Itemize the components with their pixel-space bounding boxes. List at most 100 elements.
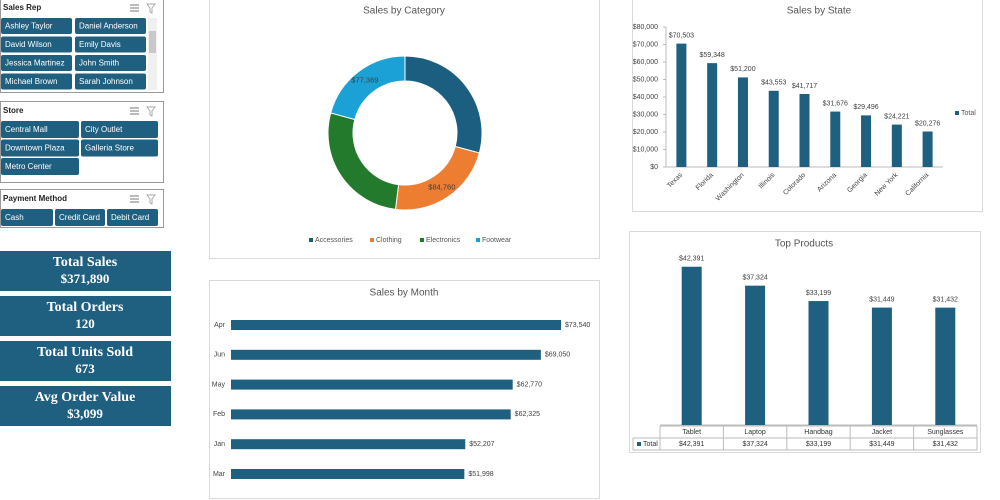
clear-filter-icon[interactable] (146, 3, 156, 14)
bar (768, 90, 779, 167)
slicer-item: Daniel Anderson (79, 22, 138, 31)
slicer-item: City Outlet (85, 125, 123, 134)
bar (231, 469, 465, 479)
kpi-label: Avg Order Value (35, 390, 136, 405)
kpi-value: 673 (75, 361, 95, 376)
kpi-card (0, 296, 171, 336)
legend-swatch (476, 238, 480, 242)
y-tick-label: $10,000 (633, 146, 658, 153)
y-tick-label: $40,000 (633, 94, 658, 101)
table-row-label: Total (643, 441, 658, 448)
multi-select-icon[interactable] (130, 107, 139, 115)
slicer-button[interactable] (81, 121, 158, 138)
legend-swatch (420, 238, 424, 242)
chart-title: Top Products (775, 239, 833, 250)
slicer-item: Michael Brown (5, 77, 57, 86)
kpi-value: $371,890 (61, 271, 110, 286)
slicer-button[interactable] (107, 209, 158, 226)
legend-swatch (309, 238, 313, 242)
slicer-title: Store (3, 106, 24, 115)
slicer-button[interactable] (1, 73, 72, 90)
data-label: $84,760 (428, 183, 455, 192)
data-label: $59,348 (700, 52, 725, 59)
slicer-button[interactable] (75, 18, 146, 34)
slicer-button[interactable] (75, 36, 146, 53)
slicer-button[interactable] (1, 209, 53, 226)
chart-panel (209, 0, 600, 259)
kpi-label: Total Units Sold (37, 345, 133, 360)
chart-title: Sales by Month (370, 288, 439, 299)
slicer-button[interactable] (1, 36, 72, 53)
slicer-item: Central Mall (5, 125, 48, 134)
x-tick-label: Tablet (682, 429, 701, 436)
slicer-item: Sarah Johnson (79, 77, 133, 86)
data-label: $33,199 (806, 290, 831, 297)
legend-swatch (370, 238, 374, 242)
y-tick-label: $70,000 (633, 41, 658, 48)
legend-label: Total (961, 110, 976, 117)
y-tick-label: Apr (214, 322, 226, 329)
scroll-thumb[interactable] (149, 31, 156, 53)
bar (231, 349, 541, 360)
clear-filter-icon[interactable] (146, 106, 156, 117)
data-label: $41,717 (792, 83, 817, 90)
slicer-item: Debit Card (111, 213, 149, 222)
y-tick-label: $0 (650, 164, 658, 171)
slicer-item: Metro Center (5, 162, 52, 171)
y-tick-label: Jun (214, 352, 225, 359)
bar (808, 301, 829, 425)
data-label: $31,449 (869, 296, 894, 303)
y-tick-label: $80,000 (633, 24, 658, 31)
slicer-title: Payment Method (3, 194, 67, 203)
legend-label: Clothing (376, 237, 402, 244)
kpi-value: 120 (75, 316, 95, 331)
data-label: $51,200 (730, 66, 755, 73)
slicer-button[interactable] (1, 139, 79, 157)
slicer-item: David Wilson (5, 40, 52, 49)
kpi-card (0, 386, 171, 426)
slicer-item: John Smith (79, 59, 119, 68)
data-label: $62,770 (517, 381, 542, 388)
legend-swatch (637, 442, 641, 446)
multi-select-icon[interactable] (130, 195, 139, 203)
bar (861, 115, 872, 167)
slicer-button[interactable] (1, 18, 72, 34)
slicer-title: Sales Rep (3, 3, 41, 12)
bar (231, 379, 513, 390)
slicer-item: Galleria Store (85, 144, 134, 153)
slicer-item: Jessica Martinez (5, 59, 65, 68)
bar (745, 285, 766, 425)
bar (737, 77, 748, 167)
y-tick-label: Feb (213, 411, 225, 418)
clear-filter-icon[interactable] (146, 194, 156, 205)
x-tick-label: Jacket (872, 429, 892, 436)
x-tick-label: Handbag (804, 429, 833, 436)
multi-select-icon[interactable] (130, 4, 139, 12)
slicer-button[interactable] (81, 139, 158, 157)
slicer-item: Ashley Taylor (5, 22, 53, 31)
data-label: $77,369 (351, 76, 378, 85)
table-value: $37,324 (742, 441, 767, 448)
data-label: $37,324 (742, 275, 767, 282)
slicer-button[interactable] (1, 158, 79, 175)
data-label: $24,221 (884, 113, 909, 120)
slicer-button[interactable] (75, 73, 146, 90)
bar (681, 266, 702, 425)
slicer-button[interactable] (1, 55, 72, 71)
data-label: $69,050 (545, 352, 570, 359)
y-tick-label: May (212, 381, 226, 388)
data-label: $42,391 (679, 256, 704, 263)
bar (676, 43, 687, 167)
slicer-button[interactable] (1, 121, 79, 138)
data-label: $43,553 (761, 80, 786, 87)
y-tick-label: Jan (214, 441, 225, 448)
y-tick-label: $50,000 (633, 76, 658, 83)
data-label: $20,276 (915, 120, 940, 127)
data-label: $70,503 (669, 32, 694, 39)
legend-label: Accessories (315, 237, 353, 244)
data-label: $73,540 (565, 322, 590, 329)
slicer-button[interactable] (55, 209, 105, 226)
slicer-button[interactable] (75, 55, 146, 71)
kpi-card (0, 251, 171, 291)
